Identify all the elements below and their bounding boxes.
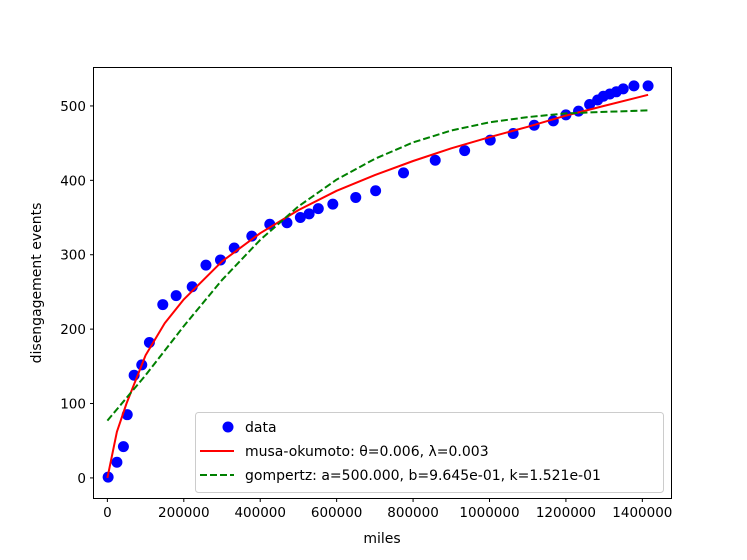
data-point [628, 80, 640, 92]
x-axis: 0 200000 400000 600000 800000 1000000 1200000 1… [103, 498, 672, 521]
y-tick-label: 200 [60, 322, 86, 338]
x-tick-label: 1200000 [536, 505, 596, 521]
data-point [350, 191, 362, 203]
data-point [214, 254, 226, 266]
data-point [264, 218, 276, 230]
y-tick-label: 100 [60, 397, 86, 413]
legend-label-data: data [245, 420, 277, 436]
data-point [592, 94, 604, 106]
data-point [111, 456, 123, 468]
x-tick-label: 1400000 [612, 505, 672, 521]
y-tick-label: 400 [60, 173, 86, 189]
axes-frame [93, 67, 672, 499]
data-point [459, 145, 471, 157]
data-point [281, 217, 293, 229]
x-tick-label: 1000000 [459, 505, 519, 521]
y-tick-label: 300 [60, 248, 86, 264]
legend-box [195, 412, 664, 493]
x-tick-label: 200000 [158, 505, 210, 521]
data-point [117, 441, 129, 453]
data-point [312, 203, 324, 215]
y-axis: 0 100 200 300 400 500 [60, 99, 94, 487]
data-point [429, 154, 441, 166]
data-point [370, 185, 382, 197]
data-point [642, 80, 654, 92]
x-tick-label: 0 [103, 505, 112, 521]
gompertz-line [106, 109, 649, 422]
data-point [246, 230, 258, 242]
data-point [200, 259, 212, 271]
data-point [294, 212, 306, 224]
data-point [303, 208, 315, 220]
legend: data musa-okumoto: θ=0.006, λ=0.003 gomp… [195, 412, 664, 493]
plot-area [102, 80, 654, 483]
data-point [398, 167, 410, 179]
y-tick-label: 0 [77, 471, 86, 487]
y-tick-label: 500 [60, 99, 86, 115]
data-point [170, 290, 182, 302]
legend-label-gompertz: gompertz: a=500.000, b=9.645e-01, k=1.52… [245, 468, 601, 484]
data-point [584, 98, 596, 110]
musa-okumoto-line [106, 93, 649, 479]
y-axis-label: disengagement events [29, 203, 45, 364]
legend-marker-data [222, 421, 234, 433]
x-tick-label: 400000 [234, 505, 286, 521]
x-axis-label: miles [363, 531, 400, 547]
x-tick-label: 800000 [387, 505, 439, 521]
data-point [327, 198, 339, 210]
x-tick-label: 600000 [311, 505, 363, 521]
data-point [157, 299, 169, 311]
legend-label-musa: musa-okumoto: θ=0.006, λ=0.003 [245, 444, 489, 460]
